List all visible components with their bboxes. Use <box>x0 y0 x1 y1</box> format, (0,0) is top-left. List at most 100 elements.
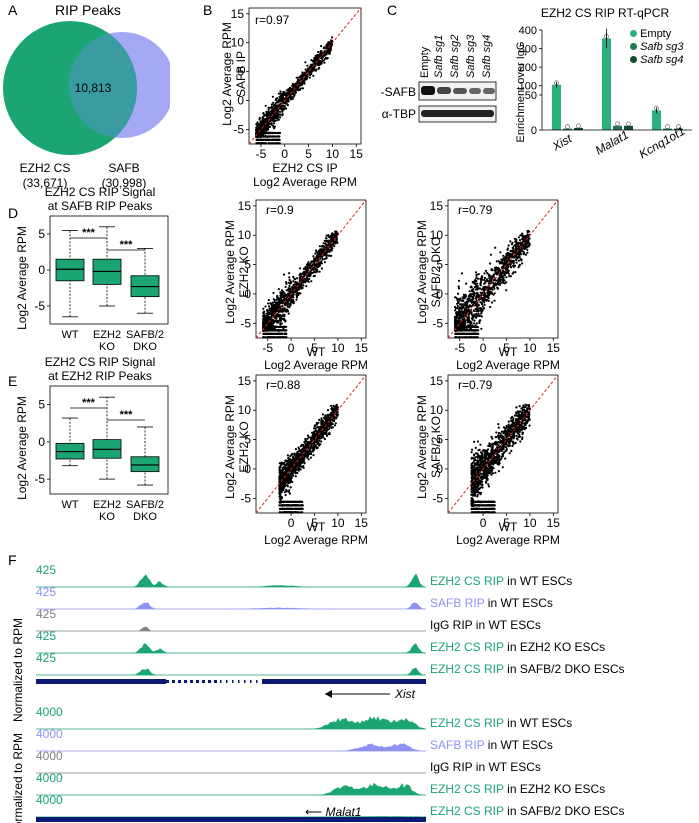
boxplot-d-title1: EZH2 CS RIP Signal <box>45 185 156 199</box>
scatter-point <box>456 313 459 316</box>
scatter-point <box>322 245 325 248</box>
scatter-point <box>518 239 522 242</box>
bar-point <box>676 124 681 129</box>
x-tick-label: 10 <box>523 341 537 355</box>
scatter-point <box>281 291 284 295</box>
scatter-point <box>335 236 338 239</box>
scatter-point <box>454 309 457 312</box>
y-tick-label: 0 <box>38 263 45 277</box>
scatter-point <box>467 320 471 324</box>
scatter-d2-r: r=0.79 <box>458 203 493 217</box>
scatter-point <box>507 269 510 272</box>
scatter-point <box>262 315 265 318</box>
scatter-point <box>512 255 515 258</box>
scatter-point <box>480 315 483 318</box>
scatter-point <box>317 421 320 424</box>
scatter-point <box>314 252 317 255</box>
scatter-point <box>308 263 312 267</box>
scatter-point <box>502 258 505 261</box>
scatter-point <box>282 105 285 108</box>
scatter-point <box>299 445 302 448</box>
bar-chart-c: EZH2 CS RIP RT-qPCR Enrichment over IgG … <box>515 6 692 161</box>
bar <box>674 128 683 130</box>
scatter-point <box>512 249 515 252</box>
scatter-point <box>301 87 305 90</box>
scatter-point <box>492 273 495 276</box>
scatter-point <box>480 279 483 282</box>
scatter-point <box>266 310 269 313</box>
scatter-point <box>515 255 518 258</box>
scatter-point <box>474 288 477 291</box>
scatter-point <box>312 59 315 62</box>
scatter-point <box>298 76 301 79</box>
scatter-point <box>456 299 459 302</box>
y-tick-label: 5 <box>244 258 251 272</box>
scatter-point <box>501 278 504 281</box>
scatter-point <box>332 404 335 407</box>
scatter-point <box>325 234 328 237</box>
scatter-point <box>505 276 508 279</box>
scatter-point <box>510 243 513 246</box>
sig-label: *** <box>82 227 96 239</box>
venn-left-name: EZH2 CS <box>20 161 71 175</box>
scatter-point <box>499 275 502 278</box>
scatter-point <box>292 95 295 98</box>
scatter-point <box>265 138 268 141</box>
scatter-point <box>507 266 510 269</box>
scatter-point <box>456 304 459 308</box>
scatter-point <box>274 316 277 319</box>
scatter-point <box>299 292 302 295</box>
scatter-point <box>312 255 315 258</box>
scatter-point <box>515 258 518 262</box>
scatter-point <box>517 247 520 250</box>
scatter-point <box>324 54 327 57</box>
scatter-point <box>260 142 263 145</box>
bar <box>663 128 672 130</box>
scatter-point <box>275 308 278 311</box>
scatter-point <box>269 112 272 115</box>
scatter-point <box>506 251 509 255</box>
scatter-point <box>325 237 328 240</box>
scatter-point <box>273 325 276 328</box>
scatter-point <box>305 440 309 443</box>
scatter-point <box>302 280 306 283</box>
box-group-label: DKO <box>133 341 157 350</box>
scatter-point <box>470 336 473 339</box>
blot-band <box>483 88 495 94</box>
scatter-point <box>262 112 265 115</box>
bar <box>574 127 583 130</box>
scatter-point <box>306 437 309 440</box>
scatter-point <box>290 281 293 284</box>
blot-band <box>421 110 494 117</box>
scatter-point <box>513 237 516 240</box>
scatter-point <box>486 279 489 283</box>
scatter-point <box>281 113 284 116</box>
scatter-point <box>462 321 465 324</box>
scatter-point <box>285 282 288 285</box>
scatter-point <box>509 265 512 268</box>
scatter-point <box>520 249 523 252</box>
x-tick-label: 10 <box>326 147 340 161</box>
scatter-point <box>286 104 289 107</box>
scatter-point <box>496 286 499 289</box>
bar-chart-ylabel: Enrichment over IgG <box>515 42 527 143</box>
scatter-point <box>494 267 497 270</box>
scatter-point <box>280 332 283 335</box>
scatter-point <box>280 94 283 98</box>
scatter-point <box>276 142 279 145</box>
scatter-point <box>301 73 304 76</box>
scatter-point <box>312 275 315 278</box>
scatter-point <box>474 329 477 332</box>
scatter-point <box>460 325 463 328</box>
scatter-point <box>279 90 282 93</box>
scatter-point <box>525 246 528 249</box>
scatter-point <box>314 69 317 72</box>
scatter-point <box>262 311 265 314</box>
box-group-label: KO <box>99 341 115 350</box>
blot-col-label: Empty <box>419 46 431 78</box>
scatter-point <box>320 249 323 252</box>
scatter-point <box>258 142 261 145</box>
scatter-point <box>483 282 486 285</box>
scatter-point <box>490 268 493 271</box>
scatter-point <box>276 304 279 307</box>
